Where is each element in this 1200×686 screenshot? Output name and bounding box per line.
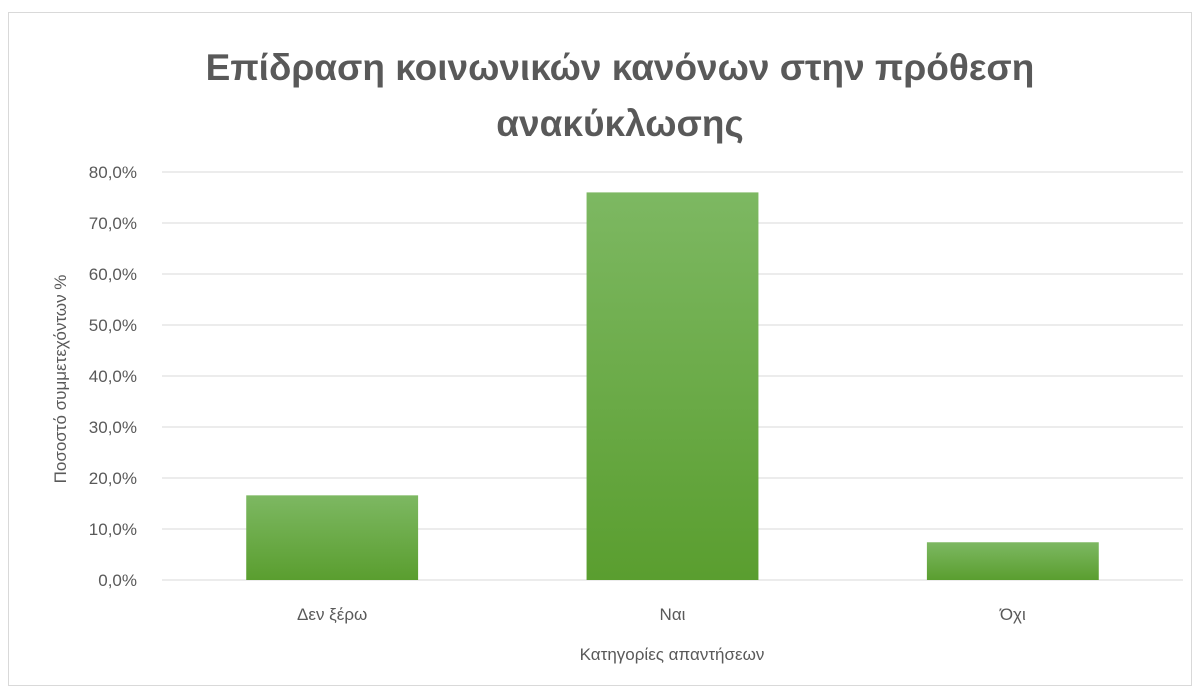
y-tick-label: 10,0% — [89, 520, 137, 539]
y-tick-label: 60,0% — [89, 265, 137, 284]
y-tick-label: 40,0% — [89, 367, 137, 386]
x-axis-ticks: Δεν ξέρω Ναι Όχι — [297, 605, 1026, 624]
y-tick-label: 70,0% — [89, 214, 137, 233]
y-axis-title: Ποσοστό συμμετεχόντων % — [51, 275, 70, 484]
y-axis-ticks: 0,0% 10,0% 20,0% 30,0% 40,0% 50,0% 60,0% 70,0% 8… — [89, 163, 137, 590]
x-axis-title: Κατηγορίες απαντήσεων — [580, 645, 765, 664]
y-tick-label: 0,0% — [98, 571, 137, 590]
chart-title-line-2: ανακύκλωσης — [496, 103, 744, 144]
bars — [246, 192, 1099, 580]
chart-title: Επίδραση κοινωνικών κανόνων στην πρόθεση… — [0, 40, 1200, 152]
y-tick-label: 80,0% — [89, 163, 137, 182]
x-tick-label: Όχι — [999, 605, 1026, 624]
bar — [586, 192, 759, 580]
x-tick-label: Ναι — [660, 605, 686, 624]
y-tick-label: 30,0% — [89, 418, 137, 437]
y-tick-label: 50,0% — [89, 316, 137, 335]
bar — [246, 495, 419, 580]
bar — [926, 542, 1099, 580]
x-tick-label: Δεν ξέρω — [297, 605, 367, 624]
y-tick-label: 20,0% — [89, 469, 137, 488]
chart-title-line-1: Επίδραση κοινωνικών κανόνων στην πρόθεση — [205, 47, 1035, 88]
